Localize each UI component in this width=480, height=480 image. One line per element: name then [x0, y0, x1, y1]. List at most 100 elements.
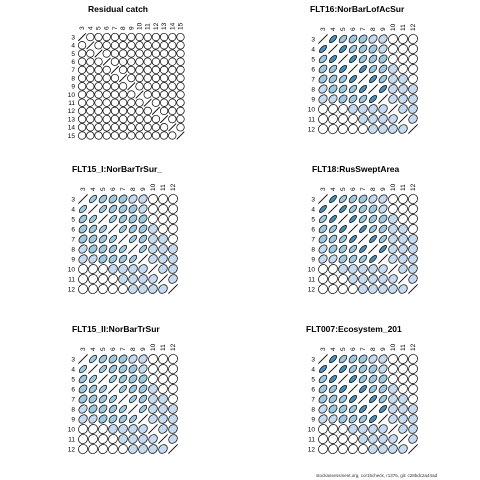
correlation-ellipse	[398, 374, 408, 384]
correlation-ellipse	[328, 64, 338, 74]
panel-title: FLT007:Ecosystem_201	[306, 324, 402, 334]
correlation-ellipse	[143, 41, 152, 50]
correlation-ellipse	[368, 354, 378, 364]
correlation-ellipse	[127, 106, 136, 116]
correlation-ellipse	[368, 34, 378, 44]
correlation-ellipse	[408, 204, 418, 214]
correlation-ellipse	[108, 244, 118, 254]
correlation-ellipse	[102, 41, 111, 50]
column-label: 11	[400, 344, 407, 351]
correlation-ellipse	[378, 404, 388, 414]
correlation-ellipse	[338, 44, 348, 54]
column-label: 3	[80, 347, 87, 351]
correlation-ellipse	[176, 98, 185, 107]
panel-title: FLT15_II:NorBarTrSur	[72, 324, 160, 334]
correlation-ellipse	[348, 244, 358, 254]
diagonal-mark	[98, 214, 108, 224]
column-label: 6	[350, 27, 357, 31]
column-label: 4	[90, 187, 97, 191]
diagonal-mark	[168, 284, 178, 294]
correlation-ellipse	[143, 131, 152, 140]
correlation-ellipse	[138, 224, 148, 234]
correlation-ellipse	[118, 404, 128, 414]
correlation-ellipse	[77, 57, 87, 66]
correlation-ellipse	[86, 98, 95, 107]
diagonal-mark	[398, 434, 408, 444]
correlation-ellipse	[318, 284, 328, 294]
correlation-ellipse	[159, 65, 169, 75]
correlation-ellipse	[348, 274, 358, 284]
diagonal-mark	[338, 54, 348, 64]
correlation-ellipse	[398, 354, 408, 364]
correlation-ellipse	[98, 244, 108, 254]
correlation-ellipse	[398, 244, 408, 254]
correlation-ellipse	[148, 194, 158, 204]
correlation-ellipse	[168, 131, 177, 140]
diagonal-mark	[158, 434, 168, 444]
correlation-ellipse	[159, 90, 169, 99]
row-label: 6	[311, 226, 315, 233]
correlation-ellipse	[388, 94, 398, 104]
correlation-ellipse	[328, 74, 338, 84]
row-label: 3	[311, 196, 315, 203]
correlation-ellipse	[128, 224, 138, 234]
correlation-ellipse	[388, 224, 398, 234]
correlation-ellipse	[143, 32, 152, 42]
correlation-ellipse	[138, 444, 148, 454]
correlation-ellipse	[358, 384, 368, 394]
correlation-ellipse	[168, 274, 178, 284]
correlation-ellipse	[176, 82, 185, 91]
correlation-ellipse	[77, 90, 87, 99]
correlation-ellipse	[118, 123, 128, 132]
correlation-ellipse	[135, 114, 144, 124]
correlation-ellipse	[398, 264, 408, 274]
diagonal-mark	[328, 204, 338, 214]
correlation-ellipse	[128, 354, 138, 364]
correlation-ellipse	[408, 214, 418, 224]
correlation-ellipse	[318, 124, 328, 134]
correlation-ellipse	[378, 64, 388, 74]
correlation-ellipse	[108, 284, 118, 294]
correlation-ellipse	[110, 131, 120, 140]
correlation-ellipse	[318, 364, 328, 374]
correlation-ellipse	[98, 194, 108, 204]
correlation-ellipse	[88, 234, 98, 244]
correlation-ellipse	[138, 284, 148, 294]
row-label: 3	[71, 356, 75, 363]
column-label: 3	[320, 187, 327, 191]
correlation-ellipse	[94, 73, 103, 83]
correlation-ellipse	[378, 364, 388, 374]
correlation-ellipse	[398, 34, 408, 44]
diagonal-mark	[358, 234, 368, 244]
correlation-ellipse	[388, 54, 398, 64]
correlation-ellipse	[102, 73, 111, 83]
diagonal-mark	[86, 41, 95, 50]
row-label: 14	[68, 125, 76, 132]
correlation-ellipse	[398, 414, 408, 424]
correlation-ellipse	[408, 424, 418, 434]
correlation-ellipse	[168, 404, 178, 414]
correlation-ellipse	[388, 214, 398, 224]
correlation-ellipse	[338, 94, 348, 104]
correlation-ellipse	[318, 264, 328, 274]
correlation-ellipse	[86, 32, 95, 42]
column-label: 5	[340, 187, 347, 191]
column-label: 8	[370, 187, 377, 191]
diagonal-mark	[338, 374, 348, 384]
correlation-ellipse	[388, 394, 398, 404]
correlation-ellipse	[88, 274, 98, 284]
correlation-ellipse	[151, 57, 161, 66]
column-label: 10	[137, 22, 144, 30]
correlation-ellipse	[78, 224, 88, 234]
correlation-ellipse	[368, 74, 378, 84]
diagonal-mark	[398, 114, 408, 124]
correlation-ellipse	[127, 73, 136, 83]
correlation-ellipse	[358, 254, 368, 264]
row-label: 5	[71, 376, 75, 383]
correlation-ellipse	[159, 73, 169, 83]
correlation-ellipse	[328, 124, 338, 134]
correlation-ellipse	[118, 364, 128, 374]
column-label: 8	[120, 26, 127, 30]
correlation-ellipse	[368, 284, 378, 294]
diagonal-mark	[338, 214, 348, 224]
